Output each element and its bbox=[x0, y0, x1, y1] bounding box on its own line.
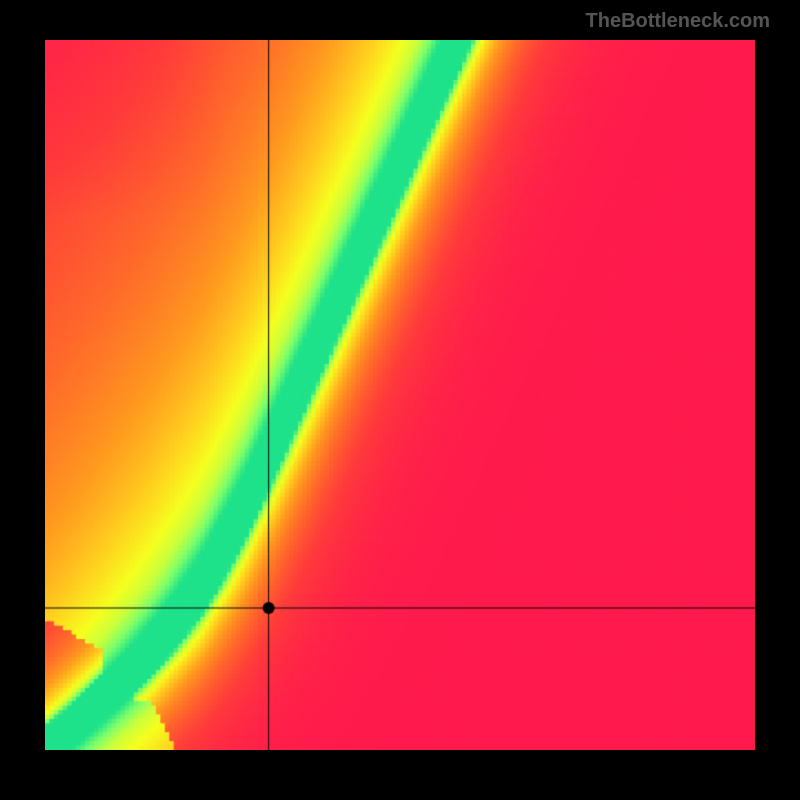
watermark-text: TheBottleneck.com bbox=[586, 10, 770, 33]
bottleneck-heatmap bbox=[45, 40, 755, 750]
heatmap-canvas bbox=[45, 40, 755, 750]
